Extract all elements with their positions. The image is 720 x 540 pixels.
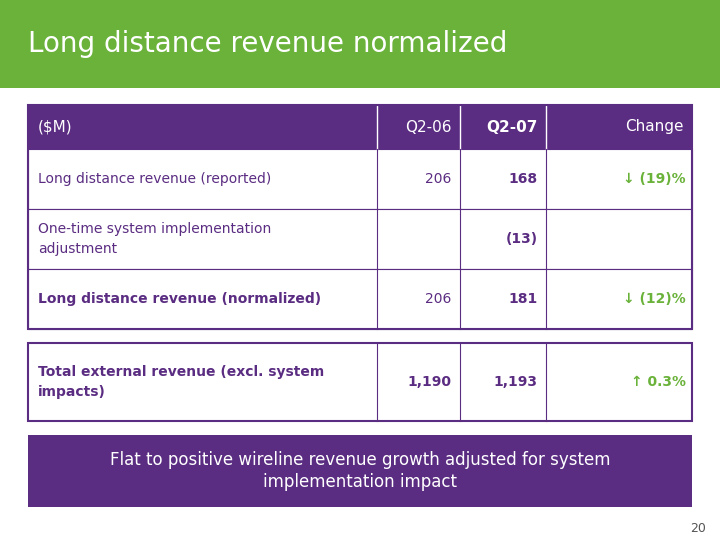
Text: ↓ (12)%: ↓ (12)%: [624, 292, 686, 306]
Text: Total external revenue (excl. system: Total external revenue (excl. system: [38, 365, 324, 379]
Text: 168: 168: [509, 172, 538, 186]
Text: Flat to positive wireline revenue growth adjusted for system: Flat to positive wireline revenue growth…: [109, 451, 611, 469]
Text: ($M): ($M): [38, 119, 73, 134]
Text: 1,190: 1,190: [408, 375, 451, 389]
Text: 206: 206: [426, 292, 451, 306]
Bar: [28, 343, 692, 421]
Text: impacts): impacts): [38, 385, 106, 399]
Text: Long distance revenue (reported): Long distance revenue (reported): [38, 172, 271, 186]
Bar: [28, 269, 692, 329]
Text: Long distance revenue normalized: Long distance revenue normalized: [28, 30, 508, 58]
Text: Long distance revenue (normalized): Long distance revenue (normalized): [38, 292, 321, 306]
Bar: [0, 0, 720, 88]
Bar: [28, 105, 692, 329]
Text: ↑ 0.3%: ↑ 0.3%: [631, 375, 686, 389]
Text: implementation impact: implementation impact: [263, 473, 457, 491]
Text: Change: Change: [626, 119, 684, 134]
Bar: [28, 149, 692, 209]
Text: 1,193: 1,193: [494, 375, 538, 389]
Text: 181: 181: [508, 292, 538, 306]
Text: 206: 206: [426, 172, 451, 186]
Text: (13): (13): [505, 232, 538, 246]
Bar: [28, 105, 692, 149]
Text: adjustment: adjustment: [38, 242, 117, 256]
Text: ↓ (19)%: ↓ (19)%: [624, 172, 686, 186]
Text: Q2-07: Q2-07: [487, 119, 538, 134]
Text: 20: 20: [690, 522, 706, 535]
Text: Q2-06: Q2-06: [405, 119, 451, 134]
Bar: [28, 435, 692, 507]
Bar: [28, 209, 692, 269]
Text: One-time system implementation: One-time system implementation: [38, 222, 271, 236]
